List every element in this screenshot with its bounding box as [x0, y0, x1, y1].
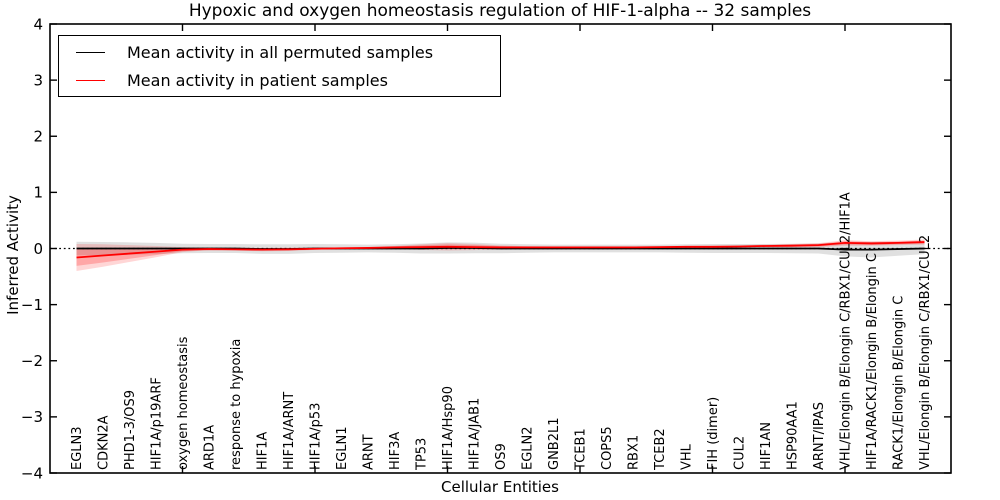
x-category-label: OS9 — [494, 443, 509, 470]
y-tick-label: −1 — [21, 296, 43, 314]
legend-line-sample-permuted — [76, 51, 105, 53]
x-category-label: HIF1A — [256, 432, 271, 470]
y-tick-label: 3 — [33, 71, 43, 89]
x-category-label: CUL2 — [733, 436, 748, 470]
x-category-label: EGLN3 — [70, 426, 85, 470]
chart-title: Hypoxic and oxygen homeostasis regulatio… — [188, 1, 812, 21]
legend-entry-permuted: Mean activity in all permuted samples — [59, 39, 500, 66]
legend-line-sample-patient — [76, 79, 105, 81]
y-tick-label: −4 — [21, 464, 43, 482]
x-category-label: ARNT/IPAS — [812, 402, 827, 470]
series-patient-mean-line — [76, 241, 925, 259]
y-tick-label: 0 — [33, 240, 43, 258]
y-axis-label: Inferred Activity — [4, 195, 22, 315]
x-category-label: ARD1A — [203, 425, 218, 470]
x-category-label: HIF1A/JAB1 — [468, 398, 483, 470]
x-category-label: TCEB1 — [574, 428, 589, 471]
legend-label-permuted: Mean activity in all permuted samples — [127, 42, 434, 62]
x-category-label: VHL/Elongin B/Elongin C/RBX1/CUL2 — [918, 235, 933, 470]
x-category-label: VHL/Elongin B/Elongin C/RBX1/CUL2/HIF1A — [839, 192, 854, 470]
x-category-label: COPS5 — [600, 426, 615, 470]
x-category-label: TCEB2 — [653, 428, 668, 471]
x-category-label: HIF1A/ARNT — [282, 392, 297, 470]
x-category-label: ARNT — [362, 434, 377, 470]
x-category-label: EGLN1 — [335, 426, 350, 470]
x-category-label: FIH (dimer) — [706, 397, 721, 470]
x-category-label: CDKN2A — [97, 415, 112, 470]
x-category-label: VHL — [680, 443, 695, 470]
x-category-label: HIF1A/RACK1/Elongin B/Elongin C — [865, 253, 880, 470]
legend: Mean activity in all permuted samples Me… — [58, 35, 501, 97]
x-category-label: PHD1-3/OS9 — [123, 390, 138, 470]
y-tick-label: −2 — [21, 352, 43, 370]
permuted-std-band — [76, 241, 925, 258]
x-category-label: HIF1A/p53 — [309, 403, 324, 470]
x-axis-label: Cellular Entities — [441, 478, 559, 496]
x-category-label: GNB2L1 — [547, 417, 562, 470]
x-category-label: HIF1AN — [759, 422, 774, 470]
x-category-label: response to hypoxia — [229, 339, 244, 470]
x-category-label: EGLN2 — [521, 426, 536, 470]
x-category-label: oxygen homeostasis — [176, 336, 191, 470]
legend-label-patient: Mean activity in patient samples — [127, 70, 388, 90]
x-category-label: RACK1/Elongin B/Elongin C — [892, 296, 907, 470]
legend-entry-patient: Mean activity in patient samples — [59, 67, 500, 94]
y-tick-label: 2 — [33, 128, 43, 146]
y-tick-label: −3 — [21, 408, 43, 426]
x-category-label: HIF1A/Hsp90 — [441, 386, 456, 470]
x-category-label: HSP90AA1 — [786, 401, 801, 470]
x-category-label: TP53 — [415, 438, 430, 471]
x-category-label: HIF1A/p19ARF — [150, 377, 165, 470]
x-category-label: HIF3A — [388, 432, 403, 470]
y-tick-label: 1 — [33, 184, 43, 202]
x-category-label: RBX1 — [627, 435, 642, 470]
y-tick-label: 4 — [33, 15, 43, 33]
